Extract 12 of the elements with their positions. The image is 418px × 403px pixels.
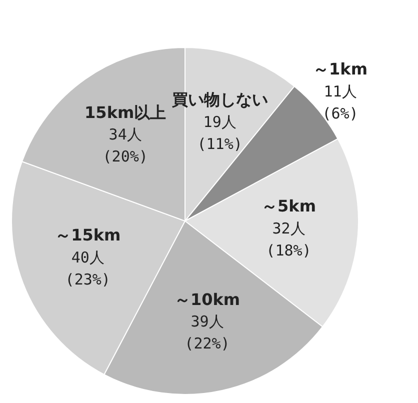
slice-label: ～1km	[313, 60, 368, 79]
data-label: 39人 (22%)	[184, 312, 230, 353]
slice-label: ～5km	[262, 196, 316, 216]
slice-label: ～15km	[55, 226, 121, 245]
data-label: 32人 (18%)	[266, 219, 312, 260]
data-label: 19人 (11%)	[197, 112, 242, 153]
slice-label: 買い物しない	[170, 90, 268, 110]
slice-label: ～10km	[174, 290, 240, 309]
data-label: 34人 (20%)	[102, 126, 148, 166]
data-label: 40人 (23%)	[65, 248, 110, 288]
slice-label: 15km以上	[84, 102, 166, 122]
data-label: 11人 (6%)	[322, 82, 358, 122]
